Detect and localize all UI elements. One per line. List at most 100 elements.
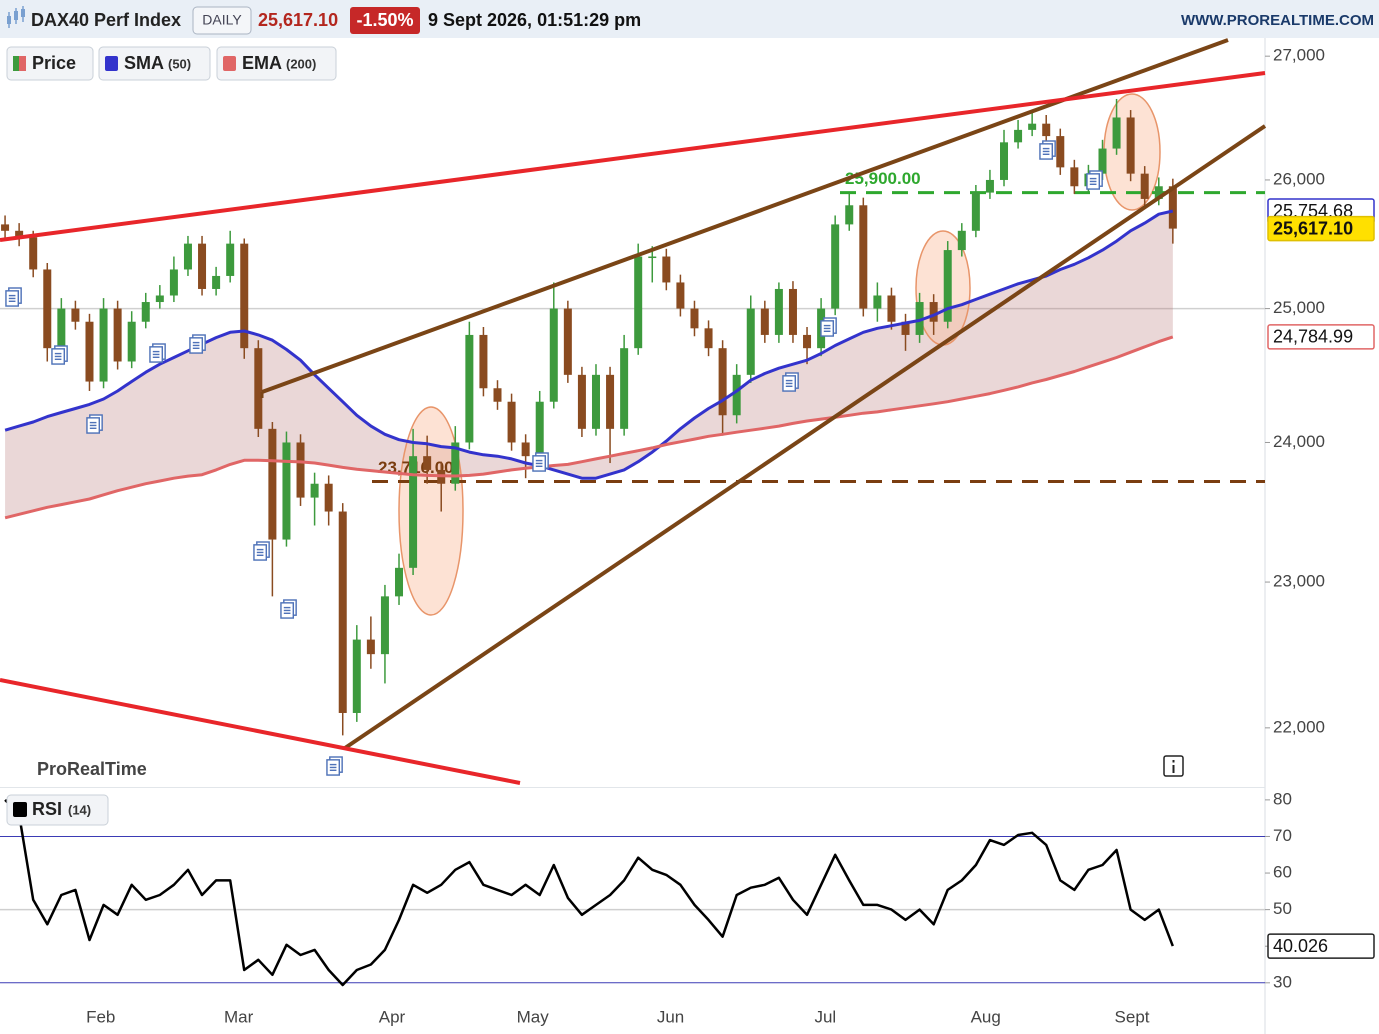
legend-button[interactable] [216, 46, 337, 81]
x-tick-label: Jun [657, 1007, 684, 1026]
y-tick-label: 25,000 [1273, 298, 1325, 317]
trend-line [343, 124, 1267, 750]
candle-body [1042, 123, 1051, 137]
candle-body [634, 256, 643, 349]
legend-period[interactable]: (200) [286, 56, 316, 71]
doc-icon[interactable] [280, 599, 297, 619]
candle-body [451, 442, 460, 484]
legend-label[interactable]: SMA [124, 53, 164, 73]
doc-icon[interactable] [5, 287, 22, 307]
candle-body [521, 442, 530, 457]
x-tick-label: Aug [971, 1007, 1001, 1026]
candle-body [57, 308, 66, 349]
series-line [4, 335, 1174, 520]
interval[interactable]: DAILY [202, 12, 242, 28]
y-tick-label: 70 [1273, 826, 1292, 845]
y-tick-label: 50 [1273, 899, 1292, 918]
candle-body [1126, 117, 1135, 174]
y-tick-label: 27,000 [1273, 46, 1325, 65]
header-icon [7, 6, 25, 28]
candle-body [282, 442, 291, 540]
y-tick-label: 22,000 [1273, 717, 1325, 736]
doc-icon[interactable] [326, 756, 343, 776]
legend-label[interactable]: RSI [32, 799, 62, 819]
legend-period[interactable]: (50) [168, 56, 191, 71]
candle-body [99, 308, 108, 382]
candle-body [676, 282, 685, 309]
level-label: 25,900.00 [845, 169, 921, 188]
last-value-box [1267, 933, 1375, 959]
y-tick-label: 30 [1273, 972, 1292, 991]
doc-icon[interactable] [149, 343, 166, 363]
candle-body [732, 374, 741, 416]
candle-body [1098, 148, 1107, 174]
candle-body [409, 456, 418, 568]
legend-button[interactable] [6, 46, 94, 81]
candle-body [1140, 173, 1149, 199]
candle-body [15, 230, 24, 238]
candle-body [704, 328, 713, 349]
info-button[interactable] [1163, 755, 1184, 777]
candle-body [296, 442, 305, 498]
candle-body [606, 374, 615, 429]
candle-body [141, 302, 150, 322]
doc-icon[interactable] [782, 372, 799, 392]
ma-band [5, 211, 1173, 518]
doc-icon[interactable] [189, 334, 206, 354]
legend-button[interactable] [98, 46, 211, 81]
candle-body [563, 308, 572, 375]
doc-icon[interactable] [1039, 140, 1056, 160]
candle-body [915, 302, 924, 335]
candle-body [577, 374, 586, 429]
y-tick-label: 26,000 [1273, 169, 1325, 188]
candle-body [943, 250, 952, 322]
candle-body [127, 321, 136, 362]
site[interactable]: WWW.PROREALTIME.COM [1181, 12, 1374, 29]
candle-body [620, 348, 629, 429]
series-line [4, 799, 1174, 987]
candle-body [887, 295, 896, 322]
candle-body [760, 308, 769, 335]
legend-button[interactable] [6, 794, 109, 826]
legend-swatch[interactable] [223, 56, 236, 71]
candle-body [479, 334, 488, 389]
legend-swatch[interactable] [13, 802, 27, 817]
doc-icon[interactable] [532, 452, 549, 472]
doc-icon[interactable] [1086, 170, 1103, 190]
candle-body [873, 295, 882, 309]
doc-icon[interactable] [253, 541, 270, 561]
candle-body [1014, 129, 1023, 143]
candle-body [1, 224, 10, 231]
interval-box[interactable] [192, 6, 252, 35]
doc-icon[interactable] [820, 317, 837, 337]
doc-icon[interactable] [86, 414, 103, 434]
candle-body [198, 243, 207, 289]
trend-lines [0, 38, 1267, 785]
candle-body [746, 308, 755, 375]
candle-body [985, 179, 994, 193]
legend-period[interactable]: (14) [68, 802, 91, 817]
candle-body [395, 567, 404, 597]
candle-body [366, 639, 375, 655]
change-box [350, 7, 420, 34]
legend-swatch[interactable] [13, 56, 19, 71]
candle-body [183, 243, 192, 270]
candle-body [1056, 136, 1065, 168]
legend-label[interactable]: EMA [242, 53, 282, 73]
x-tick-label: Sept [1115, 1007, 1150, 1026]
legend-swatch[interactable] [105, 56, 118, 71]
y-tick-label: 60 [1273, 863, 1292, 882]
candle-body [662, 256, 671, 283]
legend-swatch[interactable] [19, 56, 26, 71]
back-layer [0, 211, 1265, 984]
candle-body [549, 308, 558, 402]
candle-body [1028, 123, 1037, 130]
candle-body [85, 321, 94, 382]
legend-label[interactable]: Price [32, 53, 76, 73]
datetime: 9 Sept 2026, 01:51:29 pm [428, 10, 641, 30]
doc-icon[interactable] [51, 345, 68, 365]
x-tick-label: Apr [379, 1007, 406, 1026]
